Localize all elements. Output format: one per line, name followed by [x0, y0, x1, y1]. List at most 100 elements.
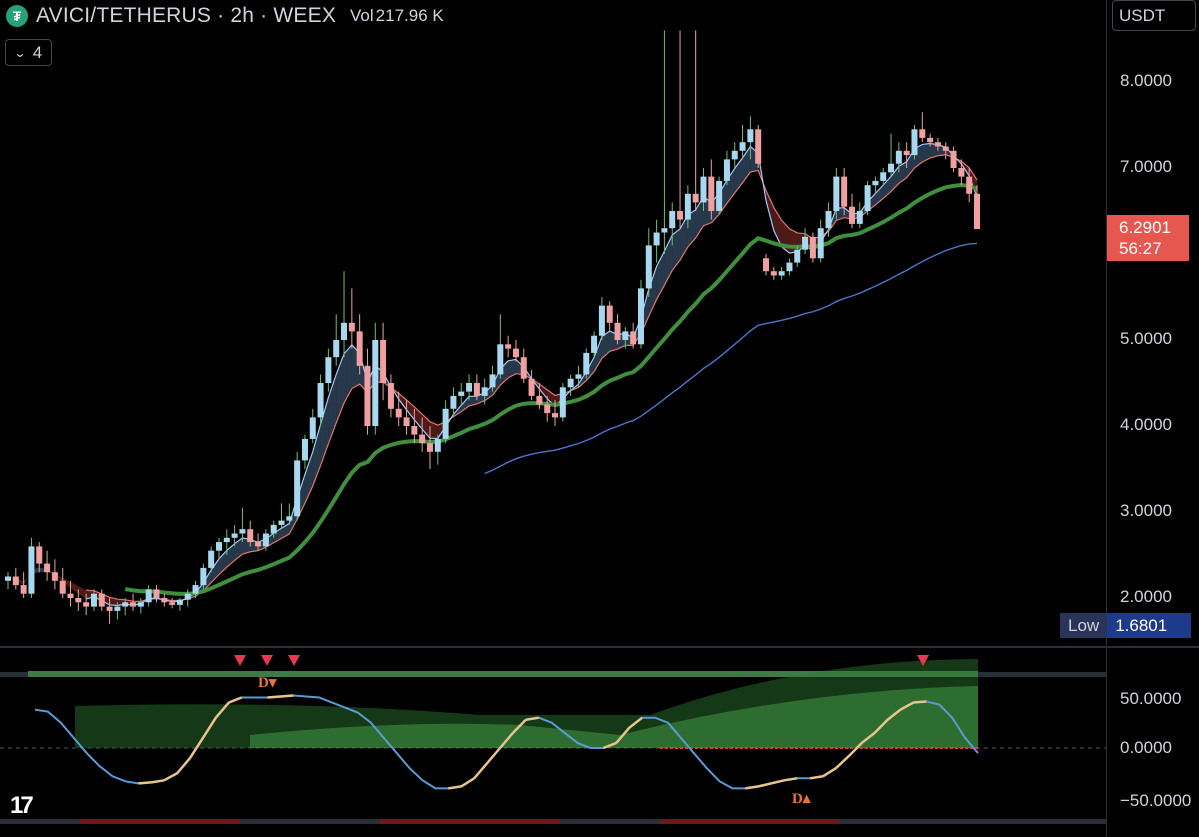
volume-value: 217.96 K [375, 6, 444, 25]
candle-body [309, 417, 316, 439]
candle-body [317, 383, 324, 418]
candle-body [67, 593, 74, 598]
osc-label-neg50: −50.0000 [1120, 791, 1192, 810]
candle-body [880, 172, 887, 181]
candle-body [169, 602, 176, 605]
oscillator-pane: D▾ D▴ [0, 655, 1106, 824]
candle-body [341, 322, 348, 340]
candle-body [481, 387, 488, 396]
bar-countdown: 56:27 [1119, 239, 1162, 258]
candle-body [559, 387, 566, 418]
oscillator-rising-segment [847, 742, 863, 757]
candle-body [598, 305, 605, 336]
candle-body [778, 271, 785, 276]
candle-body [372, 340, 379, 426]
tradingview-logo-icon[interactable]: 17 [10, 792, 34, 819]
candle-body [622, 331, 629, 340]
candle-body [122, 602, 129, 607]
candle-body [520, 357, 527, 379]
oscillator-rising-segment [228, 696, 243, 704]
candle-body [192, 585, 199, 594]
candle-body [528, 378, 535, 396]
candle-body [325, 357, 332, 383]
oscillator-rising-segment [525, 716, 539, 721]
oscillator-rising-segment [745, 785, 759, 790]
oscillator-rising-segment [176, 757, 191, 775]
candle-body [974, 193, 980, 230]
candle-body [903, 150, 910, 156]
ribbon-segment [211, 558, 219, 583]
candle-body [114, 606, 121, 611]
oscillator-rising-segment [899, 701, 915, 711]
candle-body [5, 576, 11, 581]
sell-signal-marker [288, 655, 300, 666]
candle-body [247, 529, 254, 543]
divergence-label: D▴ [792, 791, 811, 807]
price-label-4: 4.0000 [1120, 415, 1172, 434]
sell-signal-marker [917, 655, 929, 666]
currency-unit-button[interactable]: USDT [1112, 0, 1196, 31]
oscillator-rising-segment [771, 779, 785, 785]
tether-logo-icon: ₮ [6, 5, 28, 27]
candle-body [270, 524, 277, 534]
candle-body [645, 245, 652, 289]
candle-body [911, 129, 918, 156]
candle-body [75, 598, 82, 603]
candle-body [567, 378, 574, 388]
ribbon-segment [78, 585, 87, 599]
candle-body [591, 335, 598, 353]
candle-body [161, 598, 168, 603]
candle-body [661, 228, 668, 233]
candle-body [888, 163, 895, 173]
oscillator-rising-segment [499, 732, 514, 749]
osc-label-50: 50.0000 [1120, 689, 1182, 708]
price-axis-divider [1106, 0, 1107, 837]
ribbon-segment [898, 161, 907, 184]
candle-body [426, 443, 433, 452]
ribbon-segment [226, 543, 235, 568]
candle-body [497, 344, 504, 375]
oscillator-rising-segment [512, 718, 527, 734]
oscillator-rising-segment [602, 741, 617, 750]
candle-body [215, 542, 222, 551]
candle-body [786, 262, 793, 272]
ribbon-segment [398, 393, 407, 410]
candle-body [419, 434, 426, 444]
symbol-title[interactable]: AVICI/TETHERUS · 2h · WEEX [36, 4, 337, 27]
candle-body [770, 271, 777, 276]
ribbon-segment [930, 143, 938, 159]
candle-body [184, 593, 191, 600]
candle-body [512, 348, 519, 358]
osc-trend-bar [28, 671, 978, 677]
ribbon-segment [922, 143, 931, 162]
last-price-value: 6.2901 [1119, 218, 1171, 237]
ribbon-segment [70, 581, 79, 594]
candle-body [59, 580, 66, 594]
oscillator-rising-segment [784, 777, 798, 782]
symbol-header[interactable]: ₮ AVICI/TETHERUS · 2h · WEEX Vol 217.96 K [6, 3, 444, 29]
candle-body [83, 602, 90, 607]
candle-body [677, 211, 684, 220]
candle-body [231, 533, 238, 538]
candle-body [630, 331, 637, 345]
candle-body [356, 331, 363, 366]
indicators-collapse-button[interactable]: ⌄ 4 [5, 39, 52, 66]
candle-body [458, 391, 465, 396]
oscillator-rising-segment [615, 726, 631, 744]
candle-body [411, 426, 418, 435]
indicators-count: 4 [32, 42, 43, 62]
candle-body [395, 408, 402, 418]
price-label-3: 3.0000 [1120, 501, 1172, 520]
oscillator-rising-segment [873, 718, 889, 734]
candle-body [739, 142, 746, 151]
candle-body [466, 383, 473, 392]
candle-body [583, 352, 590, 375]
candle-body [12, 576, 19, 586]
ribbon-segment [594, 336, 602, 372]
candle-body [98, 593, 105, 607]
candle-body [684, 193, 691, 220]
candle-body [723, 159, 730, 181]
candle-body [747, 129, 754, 143]
ribbon-segment [601, 331, 610, 359]
